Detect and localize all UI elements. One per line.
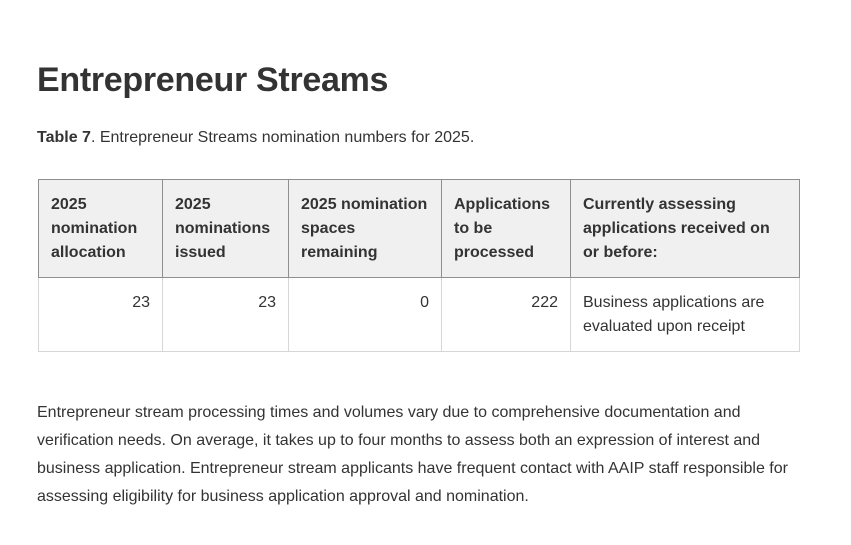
header-remaining: 2025 nomination spaces remaining (288, 179, 442, 278)
table-row: 23 23 0 222 Business applications are ev… (38, 277, 800, 352)
cell-currently-assessing: Business applications are evaluated upon… (570, 277, 800, 352)
table-caption-text: . Entrepreneur Streams nomination number… (90, 129, 475, 146)
cell-to-process: 222 (441, 277, 571, 352)
cell-allocation: 23 (38, 277, 163, 352)
nomination-table: 2025 nomination allocation 2025 nominati… (38, 179, 800, 352)
table-header-row: 2025 nomination allocation 2025 nominati… (38, 179, 800, 278)
cell-remaining: 0 (288, 277, 442, 352)
cell-issued: 23 (162, 277, 289, 352)
header-to-process: Applications to be processed (441, 179, 571, 278)
processing-paragraph: Entrepreneur stream processing times and… (37, 404, 788, 505)
header-currently-assessing: Currently assessing applications receive… (570, 179, 800, 278)
section-title: Entrepreneur Streams (37, 61, 389, 99)
header-allocation: 2025 nomination allocation (38, 179, 163, 278)
table-header: 2025 nomination allocation 2025 nominati… (38, 179, 800, 278)
table-body: 23 23 0 222 Business applications are ev… (38, 277, 800, 352)
table-caption-label: Table 7 (37, 129, 91, 146)
table-caption: Table 7. Entrepreneur Streams nomination… (37, 127, 474, 149)
header-issued: 2025 nominations issued (162, 179, 289, 278)
